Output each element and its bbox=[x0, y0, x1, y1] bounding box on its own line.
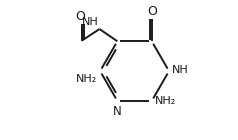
Text: O: O bbox=[76, 10, 86, 23]
Text: NH: NH bbox=[172, 65, 188, 75]
Text: NH₂: NH₂ bbox=[154, 96, 176, 106]
Text: NH₂: NH₂ bbox=[76, 74, 97, 84]
Text: N: N bbox=[113, 105, 122, 118]
Text: NH: NH bbox=[82, 17, 99, 27]
Text: O: O bbox=[147, 5, 157, 18]
